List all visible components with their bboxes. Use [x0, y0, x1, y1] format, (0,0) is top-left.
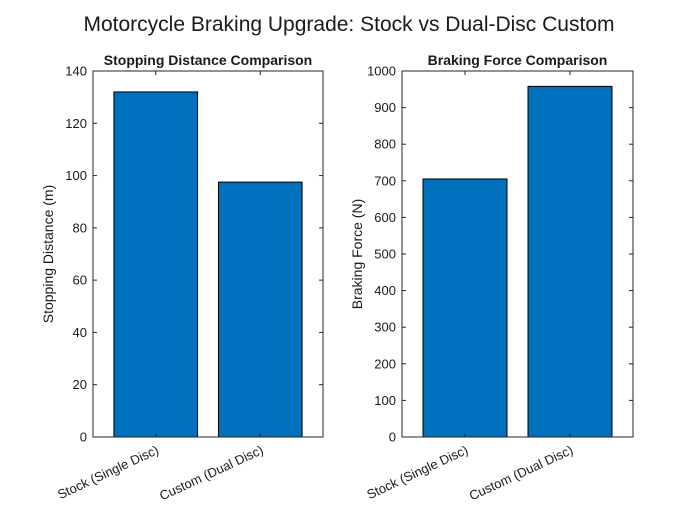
y-axis-label: Stopping Distance (m): [40, 185, 56, 324]
y-tick-label: 100: [374, 393, 396, 408]
y-tick-label: 700: [374, 173, 396, 188]
y-tick-label: 900: [374, 100, 396, 115]
braking-force-chart: 0 100 200 300 400 500 600 700 800 900 1000 Stock (S…: [349, 52, 634, 503]
y-tick-label: 120: [65, 116, 87, 131]
bar-stock: [113, 91, 199, 438]
bar-custom: [527, 85, 613, 438]
axes-box: [92, 70, 324, 438]
y-tick-label: 600: [374, 210, 396, 225]
y-tick-label: 60: [73, 273, 87, 288]
chart-title: Braking Force Comparison: [428, 52, 608, 68]
stopping-distance-chart: 0 20 40 60 80 100 120 140 Stock (Single Disc)Cus…: [40, 52, 324, 503]
x-tick-label: Custom (Dual Disc): [467, 442, 575, 503]
y-tick-label: 400: [374, 283, 396, 298]
y-tick-label: 140: [65, 64, 87, 79]
y-tick-label: 100: [65, 168, 87, 183]
x-tick-label: Stock (Single Disc): [364, 442, 470, 502]
x-tick-label: Stock (Single Disc): [55, 442, 161, 502]
y-tick-label: 40: [73, 325, 87, 340]
bar-stock: [422, 178, 508, 438]
y-tick-label: 500: [374, 247, 396, 262]
y-tick-label: 0: [389, 430, 396, 445]
y-tick-label: 300: [374, 320, 396, 335]
y-tick-label: 800: [374, 137, 396, 152]
bar-custom: [217, 181, 303, 438]
y-tick-label: 200: [374, 356, 396, 371]
y-tick-label: 20: [73, 377, 87, 392]
y-axis-label: Braking Force (N): [349, 199, 365, 309]
x-tick-label: Custom (Dual Disc): [157, 442, 265, 503]
y-tick-label: 0: [80, 430, 87, 445]
y-tick-label: 1000: [367, 64, 396, 79]
chart-title: Stopping Distance Comparison: [104, 52, 312, 68]
figure-title: Motorcycle Braking Upgrade: Stock vs Dua…: [83, 13, 614, 36]
y-tick-label: 80: [73, 220, 87, 235]
